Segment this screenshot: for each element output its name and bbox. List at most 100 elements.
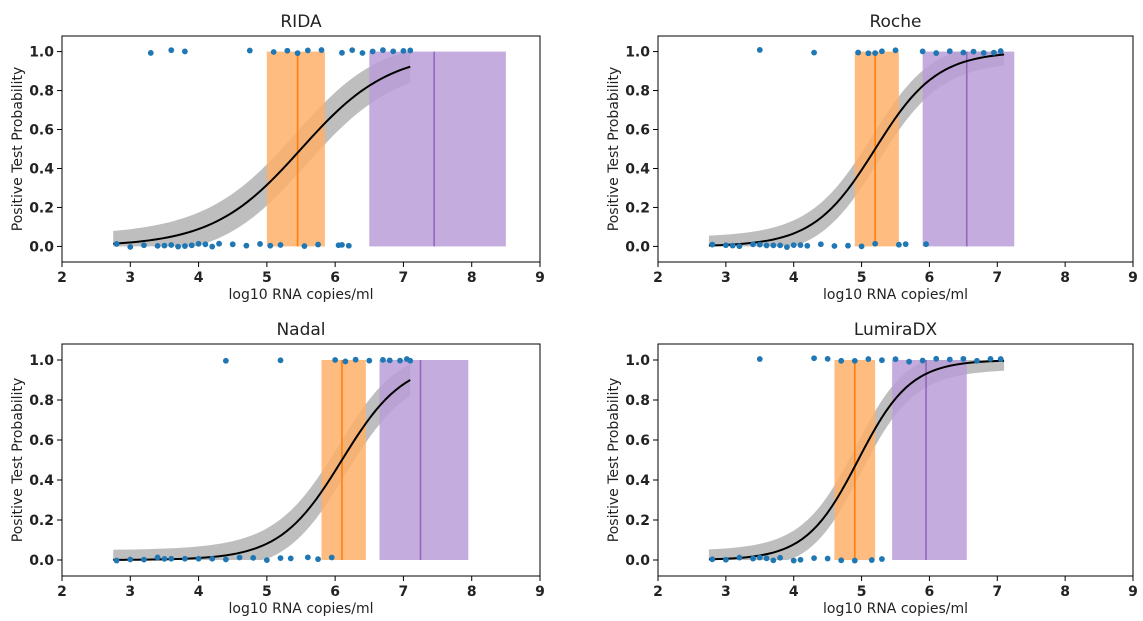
y-tick-label: 1.0: [29, 353, 54, 369]
data-point-negative: [141, 556, 147, 563]
data-point-positive: [872, 50, 879, 57]
y-tick-label: 1.0: [625, 353, 650, 369]
data-point-positive: [339, 49, 345, 56]
data-point-negative: [315, 556, 321, 563]
y-axis-label: Positive Test Probability: [606, 67, 622, 231]
y-tick-label: 0.4: [29, 473, 54, 489]
y-tick-label: 0.6: [29, 433, 54, 449]
data-point-positive: [318, 47, 325, 53]
data-point-positive: [892, 47, 899, 54]
data-point-positive: [400, 48, 407, 54]
y-tick-label: 0.2: [625, 513, 650, 529]
y-tick-label: 0.8: [29, 393, 54, 409]
x-tick-label: 3: [125, 270, 135, 286]
data-point-positive: [892, 356, 899, 363]
y-axis-label: Positive Test Probability: [606, 378, 622, 542]
data-point-negative: [902, 241, 909, 248]
data-point-positive: [946, 356, 953, 363]
data-point-negative: [797, 556, 804, 563]
data-point-negative: [750, 241, 756, 248]
data-point-positive: [369, 48, 376, 55]
data-point-negative: [831, 243, 838, 249]
x-tick-label: 9: [535, 584, 545, 600]
y-tick-label: 0.4: [29, 161, 54, 177]
data-point-negative: [736, 554, 743, 561]
y-tick-label: 1.0: [625, 45, 650, 61]
data-point-negative: [315, 241, 321, 248]
data-point-negative: [209, 555, 216, 562]
orange-range-box: [321, 360, 366, 560]
data-point-positive: [352, 356, 359, 363]
x-tick-label: 6: [925, 584, 935, 600]
data-point-positive: [987, 356, 994, 362]
data-point-negative: [141, 242, 147, 249]
data-point-positive: [838, 357, 845, 364]
y-tick-label: 0.4: [625, 161, 650, 177]
data-point-negative: [257, 241, 263, 247]
data-point-negative: [784, 244, 790, 251]
data-point-negative: [756, 554, 763, 561]
data-point-negative: [858, 243, 865, 250]
x-axis-label: log10 RNA copies/ml: [823, 601, 968, 617]
data-point-negative: [127, 244, 134, 250]
data-point-negative: [222, 556, 229, 563]
data-point-negative: [709, 241, 716, 248]
data-point-negative: [250, 554, 257, 561]
data-point-negative: [195, 240, 202, 247]
x-tick-label: 9: [1128, 584, 1138, 600]
data-point-negative: [817, 241, 824, 248]
data-point-negative: [851, 557, 858, 564]
x-tick-label: 2: [57, 270, 67, 286]
y-tick-label: 0.0: [29, 553, 54, 569]
data-point-negative: [729, 242, 736, 249]
data-point-positive: [960, 49, 967, 56]
data-point-positive: [990, 49, 997, 56]
data-point-positive: [879, 357, 885, 364]
data-point-negative: [777, 242, 784, 249]
data-point-positive: [933, 50, 940, 56]
data-point-negative: [770, 242, 777, 249]
x-tick-label: 8: [1060, 584, 1070, 600]
data-point-negative: [879, 556, 885, 562]
confidence-band: [113, 51, 411, 247]
data-point-negative: [790, 557, 797, 564]
x-tick-label: 4: [789, 270, 799, 286]
data-point-positive: [811, 49, 817, 56]
purple-range-box: [369, 51, 506, 247]
data-point-negative: [756, 241, 763, 248]
y-tick-label: 0.8: [625, 393, 650, 409]
chart-title: Roche: [869, 12, 921, 32]
orange-range-box: [854, 51, 899, 247]
data-point-negative: [277, 242, 284, 248]
y-tick-label: 0.2: [29, 513, 54, 529]
x-tick-label: 3: [721, 270, 731, 286]
data-point-negative: [154, 242, 161, 249]
data-point-negative: [127, 556, 134, 563]
data-point-positive: [366, 357, 373, 364]
x-tick-label: 7: [992, 584, 1002, 600]
data-point-negative: [267, 242, 274, 249]
data-point-positive: [974, 357, 980, 364]
y-tick-label: 0.0: [625, 553, 650, 569]
purple-range-box: [922, 51, 1015, 247]
data-point-negative: [287, 555, 294, 562]
data-point-positive: [246, 47, 253, 54]
data-point-negative: [209, 243, 216, 250]
panel-nadal: 2 3 4 5 6 7 8 9 0.0 0.2 0.4 0.6 0.8 1.0 Nadal log10 RNA…: [10, 320, 545, 617]
y-tick-label: 0.6: [29, 123, 54, 139]
data-point-positive: [270, 49, 277, 55]
x-tick-label: 5: [262, 584, 272, 600]
y-tick-label: 1.0: [29, 45, 54, 61]
x-tick-label: 2: [57, 584, 67, 600]
data-point-negative: [202, 241, 209, 248]
y-tick-label: 0.8: [625, 84, 650, 100]
x-tick-label: 8: [467, 270, 477, 286]
data-point-negative: [229, 241, 236, 248]
data-point-negative: [154, 554, 161, 561]
x-tick-label: 8: [467, 584, 477, 600]
data-point-negative: [328, 554, 335, 561]
data-point-positive: [879, 48, 885, 55]
data-point-positive: [933, 355, 940, 362]
data-point-negative: [263, 557, 270, 563]
